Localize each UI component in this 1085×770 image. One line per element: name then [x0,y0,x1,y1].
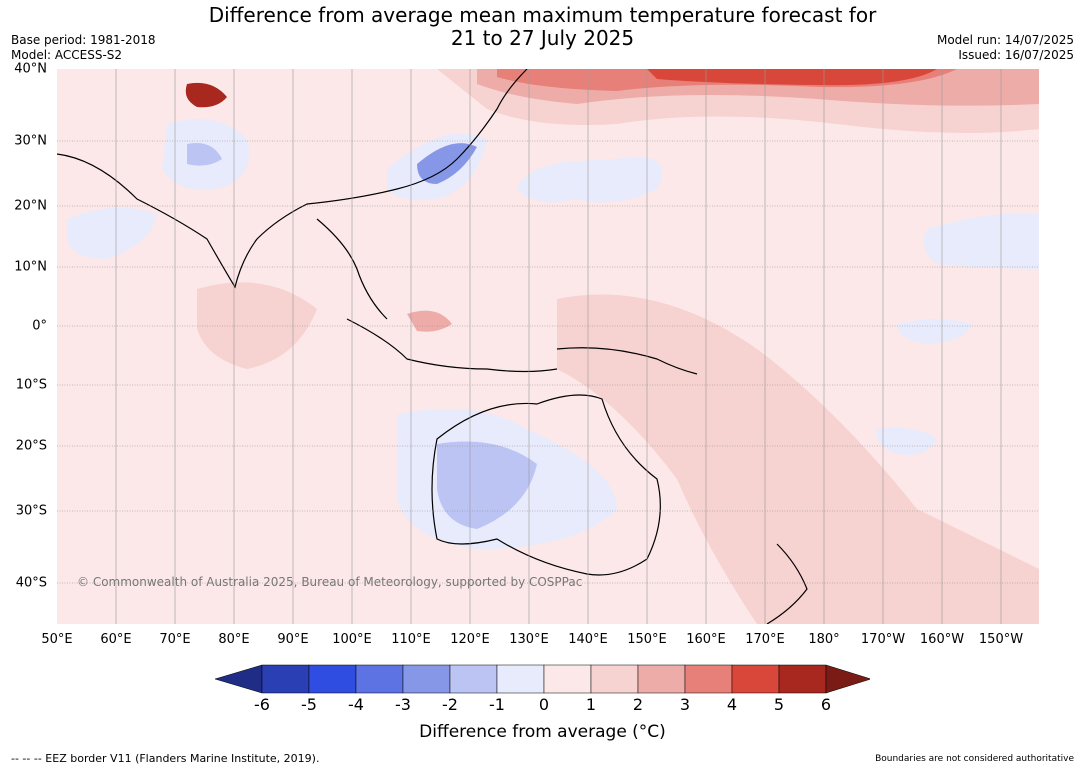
model-name: Model: ACCESS-S2 [11,48,123,62]
boundaries-disclaimer: Boundaries are not considered authoritat… [875,754,1074,764]
colorbar-segment [261,664,310,694]
longitude-label: 120°E [450,632,490,647]
coastlines [57,69,808,624]
coastline-indonesia [346,318,558,373]
colorbar-extend-low [215,664,263,694]
graticule [57,69,1039,624]
colorbar-segment [684,664,733,694]
colorbar-segment [778,664,827,694]
colorbar-segment [308,664,357,694]
colorbar-segment [355,664,404,694]
colorbar-segment [637,664,686,694]
coastline-asia [57,69,528,289]
warm-region-sw-pacific [557,294,1039,624]
colorbar-tick-label: -6 [254,695,270,714]
longitude-label: 90°E [277,632,309,647]
colorbar-tick-label: -3 [395,695,411,714]
forecast-map: © Commonwealth of Australia 2025, Bureau… [57,69,1039,624]
colorbar-segment [543,664,592,694]
cool-region-nw-pacific [517,157,662,203]
warm-region-borneo [407,310,452,332]
latitude-label: 20°N [14,198,47,214]
colorbar-tick-label: 5 [773,695,785,714]
longitude-label: 130°E [509,632,549,647]
colorbar-tick-label: 0 [538,695,550,714]
colorbar-segment [449,664,498,694]
colorbar-tick-label: -2 [442,695,458,714]
colorbar-extend-high [825,664,870,694]
warm-region-indian-ocean [197,282,317,369]
cool-region-arabian-sea [67,207,157,259]
eez-legend: -- -- -- EEZ border V11 (Flanders Marine… [11,752,320,765]
colorbar-tick-label: 6 [820,695,832,714]
longitude-label: 170°W [860,632,906,647]
colorbar-tick-label: 1 [585,695,597,714]
meta-left: Base period: 1981-2018 Model: ACCESS-S2 [11,33,156,63]
base-period: Base period: 1981-2018 [11,33,156,47]
longitude-label: 80°E [218,632,250,647]
longitude-label: 180° [808,632,840,647]
longitude-label: 50°E [41,632,73,647]
cool-core-australia [437,441,537,529]
colorbar [215,664,870,694]
map-title: Difference from average mean maximum tem… [0,4,1085,50]
coastline-australia [431,394,661,576]
colorbar-segment [590,664,639,694]
cool-region-south-pacific [876,427,937,455]
colorbar-label: Difference from average (°C) [419,722,666,742]
latitude-label: 30°N [14,133,47,149]
colorbar-tick-label: -4 [348,695,364,714]
colorbar-segment [731,664,780,694]
longitude-label: 150°E [627,632,667,647]
colorbar-segment [496,664,545,694]
latitude-label: 40°N [14,61,47,77]
latitude-label: 20°S [15,438,47,454]
longitude-label: 60°E [100,632,132,647]
latitude-label: 0° [32,318,47,334]
colorbar-tick-label: 3 [679,695,691,714]
longitude-label: 70°E [159,632,191,647]
longitude-label: 110°E [391,632,431,647]
longitude-label: 140°E [568,632,608,647]
warm-region-north-4 [647,69,937,86]
longitude-label: 170°E [745,632,785,647]
latitude-label: 40°S [15,575,47,591]
model-run: Model run: 14/07/2025 [936,33,1074,47]
coastline-new-zealand [766,543,808,624]
longitude-label: 150°W [978,632,1024,647]
coastline-indochina [316,218,388,320]
colorbar-segment [402,664,451,694]
longitude-label: 100°E [332,632,372,647]
title-line-1: Difference from average mean maximum tem… [208,3,877,27]
warm-hotspot-kashmir [185,82,227,108]
latitude-label: 30°S [15,503,47,519]
meta-right: Model run: 14/07/2025 Issued: 16/07/2025 [937,33,1074,63]
cool-region-ne-pacific [923,213,1039,269]
colorbar-tick-label: 4 [726,695,738,714]
latitude-label: 10°S [15,377,47,393]
coastline-new-guinea [556,347,698,375]
cool-region-equatorial [897,319,972,344]
colorbar-tick-label: -5 [301,695,317,714]
colorbar-tick-label: -1 [489,695,505,714]
longitude-label: 160°E [686,632,726,647]
cool-core-tibet [187,143,222,166]
title-line-2: 21 to 27 July 2025 [450,26,635,50]
colorbar-tick-label: 2 [632,695,644,714]
longitude-label: 160°W [919,632,965,647]
latitude-label: 10°N [14,259,47,275]
issued-date: Issued: 16/07/2025 [958,48,1074,62]
copyright-text: © Commonwealth of Australia 2025, Bureau… [77,575,582,589]
